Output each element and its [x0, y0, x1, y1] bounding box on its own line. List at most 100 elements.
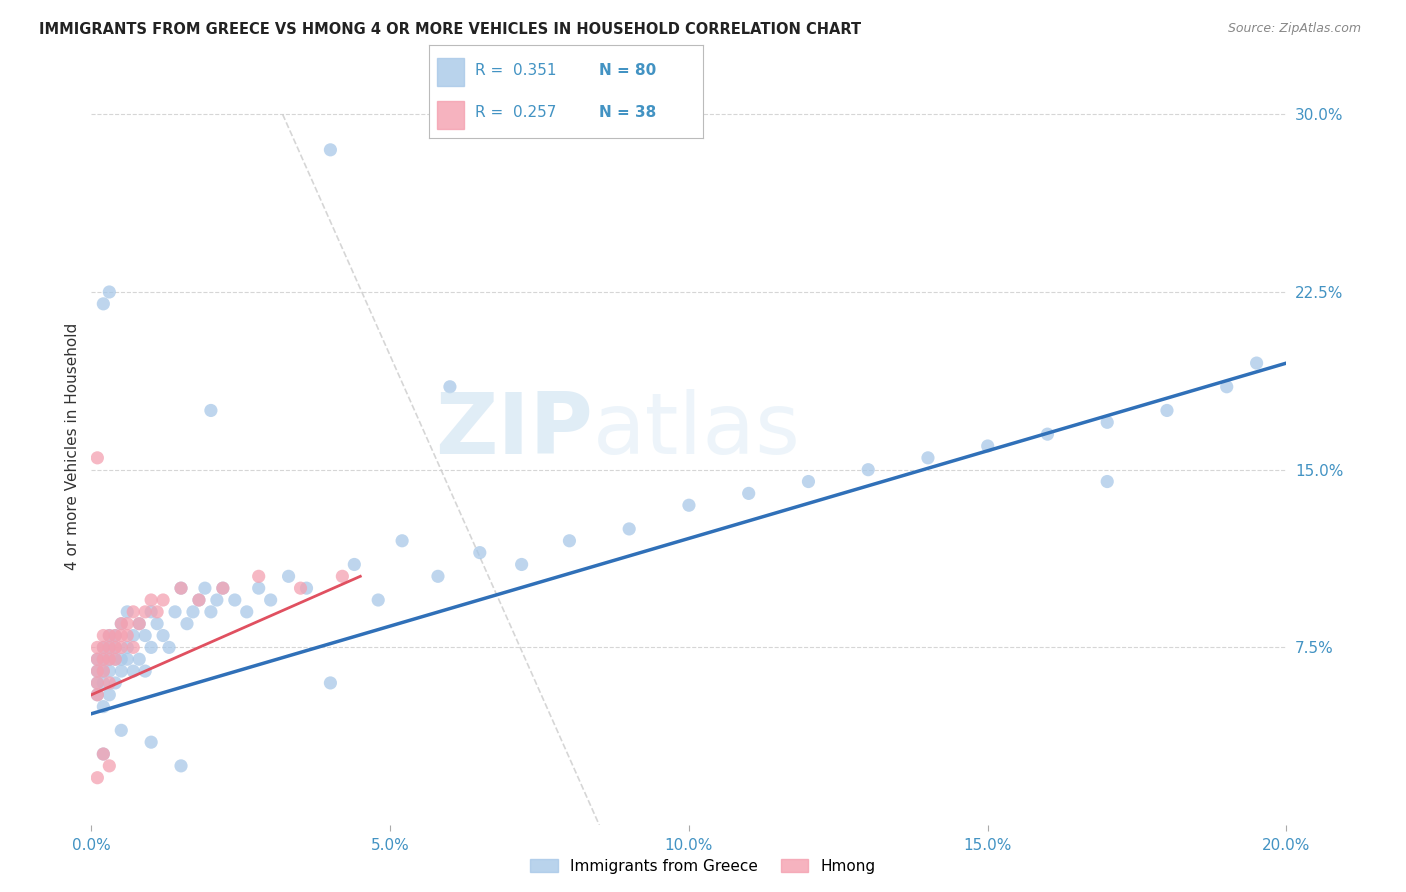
Point — [200, 605, 222, 619]
Point — [134, 605, 156, 619]
Point — [98, 628, 121, 642]
Point — [104, 652, 127, 666]
Point — [152, 628, 174, 642]
Point — [110, 652, 132, 666]
Point — [319, 676, 342, 690]
Point — [110, 616, 132, 631]
Legend: Immigrants from Greece, Hmong: Immigrants from Greece, Hmong — [524, 853, 882, 880]
Point — [619, 522, 641, 536]
Point — [1156, 403, 1178, 417]
Point — [917, 450, 939, 465]
Point — [211, 581, 233, 595]
Point — [1246, 356, 1268, 370]
Point — [110, 640, 132, 655]
Point — [170, 759, 193, 773]
Point — [141, 593, 163, 607]
Text: atlas: atlas — [593, 389, 801, 473]
Point — [188, 593, 211, 607]
Point — [86, 664, 108, 678]
Point — [93, 297, 115, 311]
Point — [93, 640, 115, 655]
Point — [86, 450, 108, 465]
Text: Source: ZipAtlas.com: Source: ZipAtlas.com — [1227, 22, 1361, 36]
Point — [98, 652, 121, 666]
Point — [86, 664, 108, 678]
Point — [93, 640, 115, 655]
Text: R =  0.257: R = 0.257 — [475, 104, 557, 120]
Point — [115, 652, 138, 666]
Point — [976, 439, 998, 453]
Point — [146, 605, 169, 619]
Text: N = 80: N = 80 — [599, 62, 657, 78]
Point — [128, 616, 150, 631]
Point — [93, 628, 115, 642]
Point — [200, 403, 222, 417]
Point — [104, 628, 127, 642]
Point — [181, 605, 204, 619]
FancyBboxPatch shape — [437, 58, 464, 86]
Point — [211, 581, 233, 595]
Point — [98, 664, 121, 678]
Point — [93, 652, 115, 666]
Point — [110, 628, 132, 642]
Point — [86, 652, 108, 666]
Point — [93, 676, 115, 690]
Point — [439, 380, 461, 394]
Point — [104, 628, 127, 642]
Point — [98, 652, 121, 666]
Point — [391, 533, 413, 548]
Point — [427, 569, 450, 583]
Point — [1036, 427, 1059, 442]
Point — [1216, 380, 1239, 394]
Point — [247, 581, 270, 595]
Point — [146, 616, 169, 631]
Point — [290, 581, 312, 595]
Point — [152, 593, 174, 607]
Point — [134, 664, 156, 678]
Point — [141, 735, 163, 749]
Point — [224, 593, 246, 607]
Point — [98, 640, 121, 655]
Point — [176, 616, 198, 631]
Point — [115, 616, 138, 631]
Point — [93, 747, 115, 761]
Point — [134, 628, 156, 642]
Point — [319, 143, 342, 157]
Point — [205, 593, 228, 607]
Point — [157, 640, 180, 655]
Text: IMMIGRANTS FROM GREECE VS HMONG 4 OR MORE VEHICLES IN HOUSEHOLD CORRELATION CHAR: IMMIGRANTS FROM GREECE VS HMONG 4 OR MOR… — [39, 22, 862, 37]
Point — [104, 676, 127, 690]
Point — [122, 640, 145, 655]
Point — [86, 676, 108, 690]
Point — [98, 759, 121, 773]
Point — [858, 463, 880, 477]
Point — [235, 605, 259, 619]
Point — [797, 475, 820, 489]
Point — [104, 652, 127, 666]
Point — [188, 593, 211, 607]
Point — [558, 533, 581, 548]
Point — [194, 581, 217, 595]
Point — [93, 652, 115, 666]
Point — [295, 581, 318, 595]
Point — [1097, 475, 1119, 489]
Point — [86, 640, 108, 655]
Point — [141, 605, 163, 619]
Point — [98, 640, 121, 655]
Text: R =  0.351: R = 0.351 — [475, 62, 557, 78]
Point — [122, 628, 145, 642]
Point — [93, 699, 115, 714]
Point — [86, 652, 108, 666]
Point — [343, 558, 366, 572]
Text: N = 38: N = 38 — [599, 104, 657, 120]
Point — [170, 581, 193, 595]
Point — [332, 569, 354, 583]
Point — [170, 581, 193, 595]
Point — [1097, 415, 1119, 429]
Point — [128, 652, 150, 666]
Point — [98, 688, 121, 702]
Text: ZIP: ZIP — [436, 389, 593, 473]
Point — [98, 285, 121, 299]
Point — [115, 605, 138, 619]
Point — [115, 640, 138, 655]
